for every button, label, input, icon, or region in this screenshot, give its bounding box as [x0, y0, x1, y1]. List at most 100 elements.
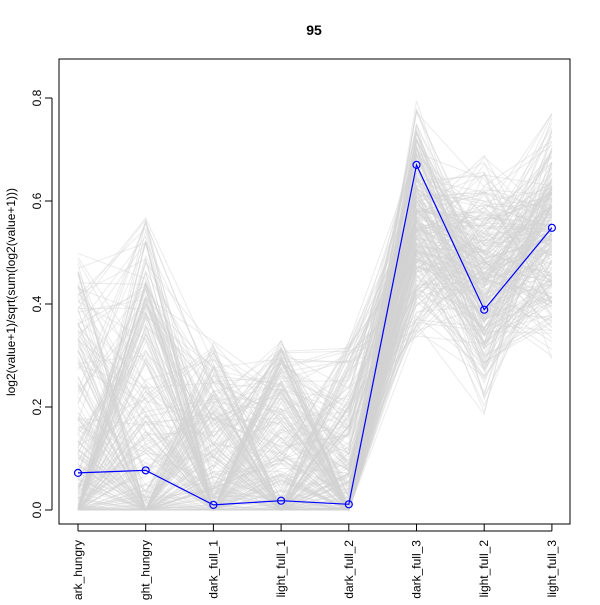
background-series-line [77, 199, 553, 512]
background-series-line [77, 145, 553, 511]
background-series-line [77, 206, 553, 512]
background-series-line [77, 187, 553, 511]
background-series-line [77, 206, 553, 463]
background-series-line [77, 150, 553, 511]
background-series-line [77, 216, 552, 512]
background-series-line [77, 237, 553, 511]
highlight-point [344, 500, 353, 509]
background-series-line [77, 229, 553, 511]
background-series-line [77, 204, 552, 511]
background-series-line [77, 253, 552, 511]
background-series-line [77, 110, 553, 511]
background-series-line [78, 300, 553, 511]
background-series-line [77, 172, 553, 511]
background-series-line [77, 233, 553, 512]
background-series-line [77, 219, 553, 511]
background-series-line [77, 185, 553, 511]
background-series-line [77, 189, 553, 511]
background-series-line [77, 187, 553, 511]
background-series-line [77, 188, 553, 511]
background-series-line [77, 230, 552, 511]
background-series-line [77, 193, 552, 511]
background-series-line [77, 147, 553, 511]
background-series-line [77, 225, 552, 511]
background-series-line [77, 181, 553, 511]
background-series-line [77, 167, 553, 499]
background-series-line [78, 249, 553, 511]
chart-title: 95 [306, 22, 322, 38]
background-series-line [77, 147, 553, 512]
background-series-line [77, 194, 553, 511]
background-series-line [78, 173, 553, 511]
background-series-line [77, 235, 553, 511]
background-series-line [77, 161, 553, 511]
background-series-line [77, 187, 553, 511]
background-series-line [77, 145, 553, 511]
background-series-line [77, 238, 553, 511]
background-series-line [77, 113, 553, 512]
background-series-line [77, 175, 553, 465]
background-series-line [78, 130, 552, 511]
background-series-line [77, 217, 553, 511]
background-series-line [77, 192, 553, 511]
background-series-line [77, 195, 553, 448]
background-series-line [78, 175, 553, 511]
background-series-line [77, 234, 553, 511]
background-series-line [77, 221, 553, 511]
background-series-line [77, 144, 553, 511]
background-series-line [77, 163, 553, 511]
x-axis: dark_hungry light_hungry dark_full_1 light_… [71, 524, 559, 605]
background-series-line [77, 191, 553, 511]
background-series-line [77, 267, 553, 445]
background-series-line [77, 111, 553, 511]
background-series-line [77, 171, 552, 511]
background-series-line [77, 204, 553, 511]
background-series-line [77, 140, 553, 510]
x-tick-label: dark_full_2 [342, 540, 356, 599]
background-series-line [77, 227, 553, 511]
background-series-line [77, 201, 553, 511]
background-series-line [78, 176, 553, 512]
x-tick-label: dark_hungry [71, 540, 85, 600]
background-series-line [78, 156, 553, 511]
background-series-line [77, 129, 553, 511]
background-series-line [77, 114, 553, 512]
background-series-line [78, 162, 553, 511]
background-series-line [78, 260, 553, 511]
background-series-line [77, 258, 553, 511]
background-series-line [77, 246, 553, 511]
background-series-line [77, 210, 553, 511]
background-series-line [77, 224, 553, 511]
background-series-line [77, 202, 553, 511]
x-tick-label: light_full_2 [477, 540, 491, 598]
background-series-line [77, 139, 553, 511]
background-series-line [77, 172, 553, 511]
x-tick-label: light_full_1 [274, 540, 288, 598]
background-series-line [77, 131, 553, 511]
background-series-line [77, 235, 553, 512]
background-series-line [77, 178, 553, 511]
background-series-line [77, 198, 553, 512]
background-series-line [77, 162, 553, 511]
background-series-line [77, 270, 553, 511]
background-series-line [77, 207, 553, 511]
background-series-line [77, 222, 553, 503]
x-tick-label: light_hungry [139, 540, 153, 600]
background-series-line [77, 127, 553, 511]
background-series-line [77, 238, 553, 511]
background-series-line [78, 137, 553, 511]
background-series-line [77, 147, 553, 511]
background-series-line [77, 138, 553, 511]
background-series-line [77, 184, 552, 511]
background-series-line [77, 157, 553, 511]
background-series-line [77, 192, 553, 512]
background-series-line [77, 215, 553, 511]
background-series-line [78, 157, 553, 511]
background-series-line [77, 250, 553, 511]
background-series-line [77, 191, 553, 511]
background-series-line [77, 185, 553, 511]
background-series-line [77, 227, 552, 484]
background-series-line [77, 199, 553, 512]
background-series-line [77, 171, 553, 501]
